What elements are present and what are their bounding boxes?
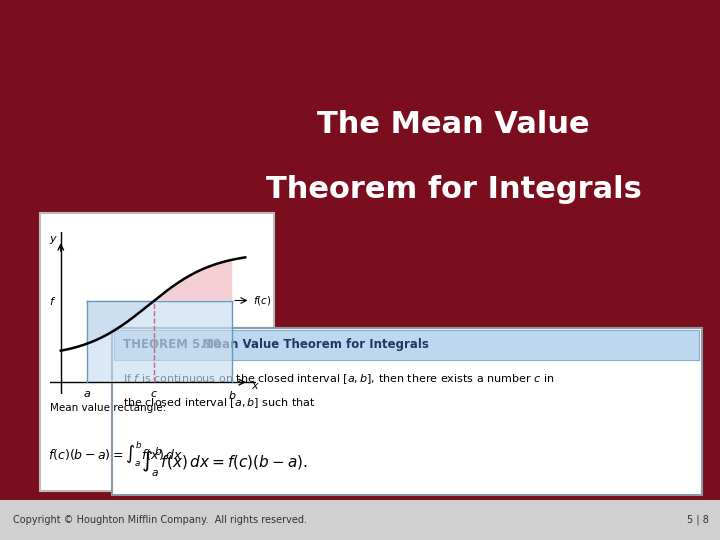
Text: 5 | 8: 5 | 8 [688,515,709,525]
Text: Copyright © Houghton Mifflin Company.  All rights reserved.: Copyright © Houghton Mifflin Company. Al… [13,515,307,525]
Text: Mean Value Theorem for Integrals: Mean Value Theorem for Integrals [194,338,429,352]
Bar [112,328,702,495]
Text: $f(c)(b - a) = \int_{a}^{b} f(x)\, dx$: $f(c)(b - a) = \int_{a}^{b} f(x)\, dx$ [48,439,183,468]
Text: The Mean Value: The Mean Value [318,110,590,139]
Text: If $f$ is continuous on the closed interval $[a, b]$, then there exists a number: If $f$ is continuous on the closed inter… [123,372,554,386]
Text: $b$: $b$ [228,389,236,401]
Text: Mean value rectangle:: Mean value rectangle: [50,403,166,413]
Bar [87,300,233,382]
Text: THEOREM 5.10: THEOREM 5.10 [123,338,221,352]
Bar [114,330,699,360]
Bar [0,500,720,540]
Text: $c$: $c$ [150,389,158,399]
Text: $f(c)$: $f(c)$ [253,294,271,307]
Text: $y$: $y$ [49,234,58,246]
Text: Theorem for Integrals: Theorem for Integrals [266,174,642,204]
Text: $f$: $f$ [50,294,57,307]
Bar [40,213,274,491]
Text: $\int_{a}^{b} f(x)\, dx = f(c)(b - a).$: $\int_{a}^{b} f(x)\, dx = f(c)(b - a).$ [141,446,308,480]
Text: $a$: $a$ [83,389,91,399]
Text: the closed interval $[a, b]$ such that: the closed interval $[a, b]$ such that [123,396,316,410]
Text: $x$: $x$ [251,381,261,391]
